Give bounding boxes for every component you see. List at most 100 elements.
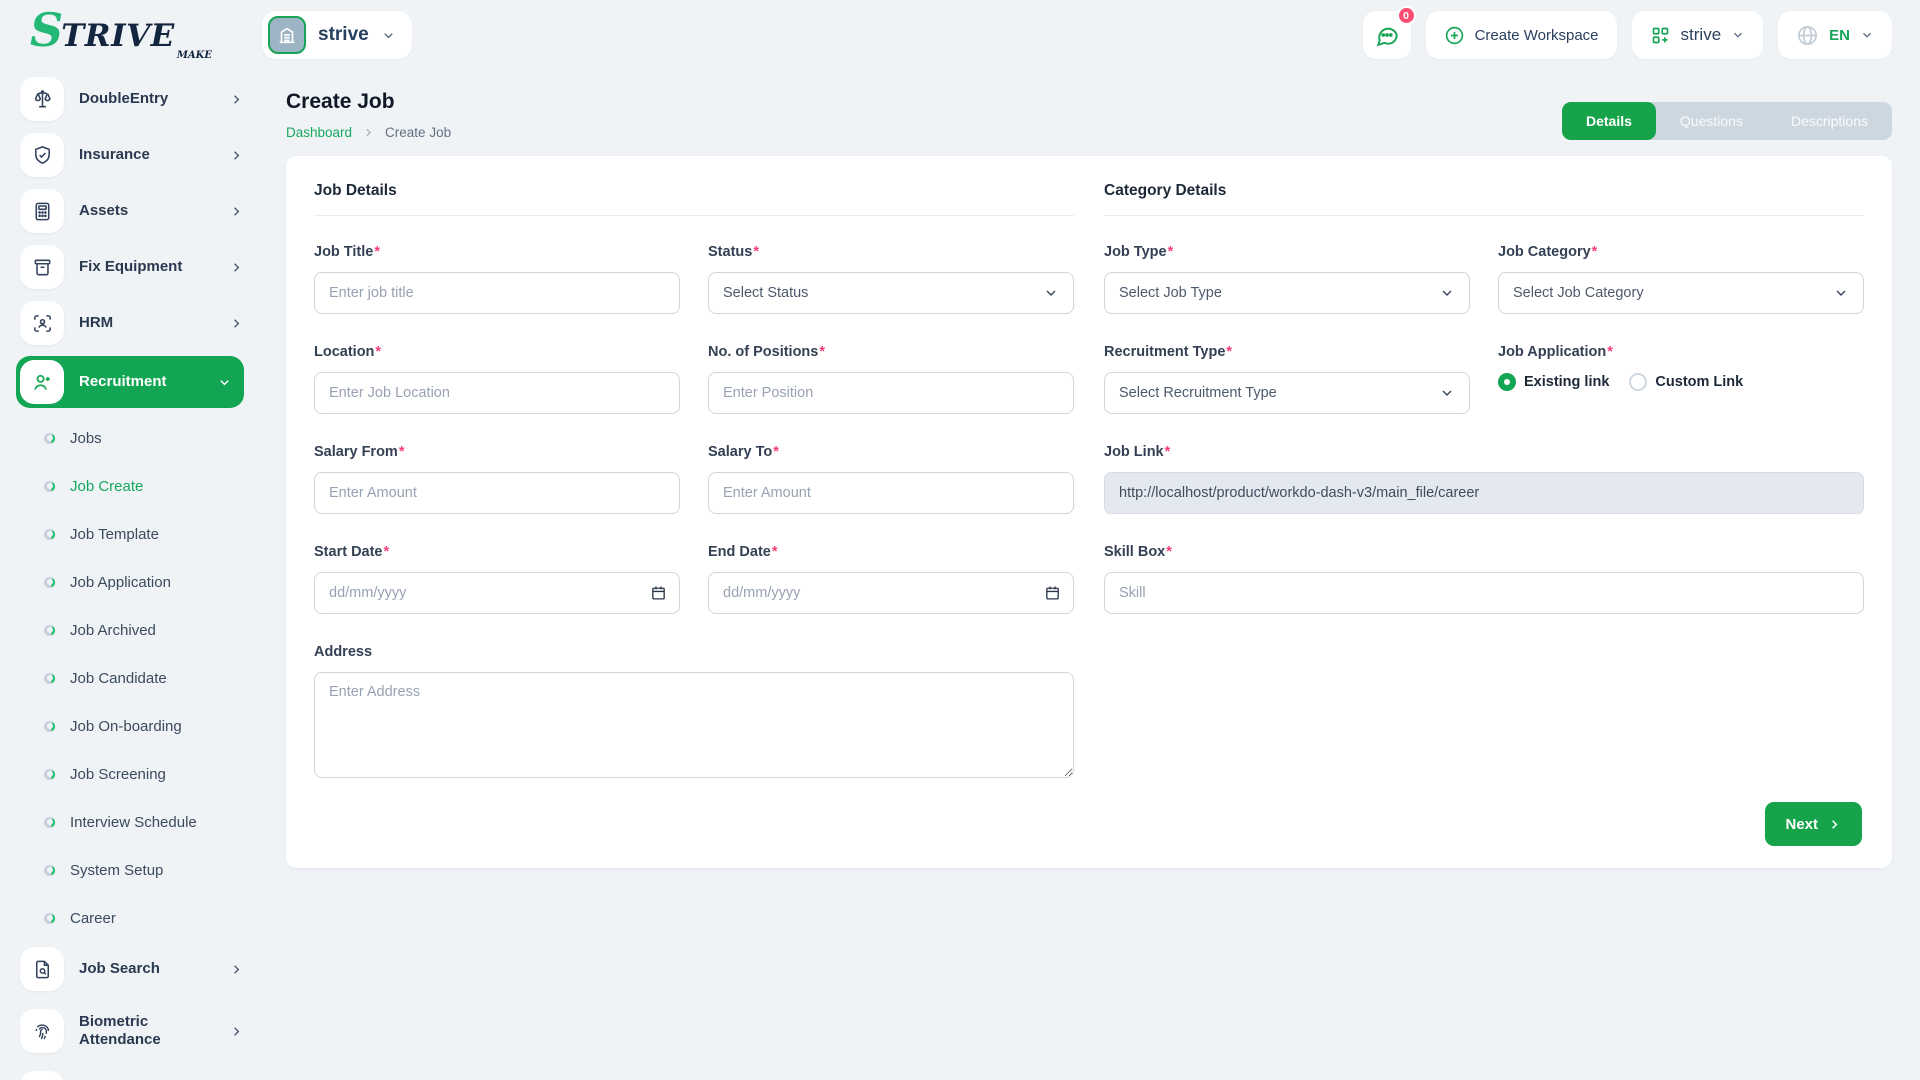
bullet-icon — [44, 721, 55, 732]
job-title-label: Job Title — [314, 244, 373, 260]
sidebar-item-biometric-attendance[interactable]: Biometric Attendance — [20, 1002, 244, 1060]
required-asterisk: * — [1166, 544, 1172, 560]
field-job-link: Job Link* http://localhost/product/workd… — [1104, 444, 1864, 514]
job-link-label: Job Link — [1104, 444, 1164, 460]
sidebar-subitem-career[interactable]: Career — [44, 898, 244, 938]
recruitment-type-select-value: Select Recruitment Type — [1119, 385, 1277, 401]
field-start-date: Start Date* — [314, 544, 680, 614]
field-job-application: Job Application* Existing link Custom Li… — [1498, 344, 1864, 414]
chevron-right-icon — [229, 962, 244, 977]
workspace-menu-button[interactable]: strive — [1632, 11, 1764, 59]
positions-label: No. of Positions — [708, 344, 818, 360]
salary-from-input[interactable] — [314, 472, 680, 514]
grid-plus-icon — [1650, 25, 1671, 46]
field-location: Location* — [314, 344, 680, 414]
archive-box-icon — [20, 245, 64, 289]
field-status: Status* Select Status — [708, 244, 1074, 314]
address-textarea[interactable] — [314, 672, 1074, 778]
step-tabs: Details Questions Descriptions — [1562, 102, 1892, 140]
chevron-down-icon — [1043, 285, 1059, 301]
required-asterisk: * — [375, 344, 381, 360]
create-job-card: Job Details Job Title* Status* Select St… — [286, 156, 1892, 868]
sidebar-item-job-search[interactable]: Job Search — [20, 946, 244, 992]
positions-input[interactable] — [708, 372, 1074, 414]
language-selector[interactable]: EN — [1778, 11, 1892, 59]
sidebar-item-assets[interactable]: Assets — [20, 188, 244, 234]
location-input[interactable] — [314, 372, 680, 414]
bullet-icon — [44, 913, 55, 924]
status-select[interactable]: Select Status — [708, 272, 1074, 314]
tab-descriptions[interactable]: Descriptions — [1767, 102, 1892, 140]
breadcrumb-dashboard-link[interactable]: Dashboard — [286, 125, 352, 140]
chevron-down-icon — [1439, 285, 1455, 301]
tab-details[interactable]: Details — [1562, 102, 1656, 140]
bullet-icon — [44, 433, 55, 444]
skill-box-label: Skill Box — [1104, 544, 1165, 560]
sidebar-item-label: DoubleEntry — [79, 90, 168, 108]
sidebar-subitem-job-application[interactable]: Job Application — [44, 562, 244, 602]
sidebar-subitem-system-setup[interactable]: System Setup — [44, 850, 244, 890]
sidebar-item-recruitment[interactable]: Recruitment — [16, 356, 244, 408]
job-title-input[interactable] — [314, 272, 680, 314]
chevron-right-icon — [229, 1024, 244, 1039]
workspace-selector[interactable]: strive — [262, 11, 412, 59]
top-bar-actions: 0 Create Workspace strive EN — [1363, 11, 1892, 59]
sidebar-subitem-interview-schedule[interactable]: Interview Schedule — [44, 802, 244, 842]
job-type-select[interactable]: Select Job Type — [1104, 272, 1470, 314]
sidebar-subitem-job-onboarding[interactable]: Job On-boarding — [44, 706, 244, 746]
sidebar-item-hrm[interactable]: HRM — [20, 300, 244, 346]
end-date-label: End Date — [708, 544, 771, 560]
required-asterisk: * — [1592, 244, 1598, 260]
sidebar-subitem-job-create[interactable]: Job Create — [44, 466, 244, 506]
sidebar-item-doubleentry[interactable]: DoubleEntry — [20, 76, 244, 122]
job-category-select[interactable]: Select Job Category — [1498, 272, 1864, 314]
breadcrumb-current: Create Job — [385, 125, 451, 140]
brand-logo-subtext: MAKE — [177, 50, 212, 61]
scales-icon — [20, 77, 64, 121]
start-date-input[interactable] — [314, 572, 680, 614]
chevron-right-icon — [362, 126, 375, 139]
bullet-icon — [44, 529, 55, 540]
sidebar-subitem-jobs[interactable]: Jobs — [44, 418, 244, 458]
bullet-icon — [44, 673, 55, 684]
breadcrumb: Dashboard Create Job — [286, 125, 451, 140]
sidebar-subitem-job-archived[interactable]: Job Archived — [44, 610, 244, 650]
chevron-right-icon — [229, 148, 244, 163]
sidebar-item-insurance[interactable]: Insurance — [20, 132, 244, 178]
required-asterisk: * — [1165, 444, 1171, 460]
brand-logo: STRIVE MAKE — [30, 10, 230, 61]
shield-check-icon — [20, 133, 64, 177]
recruitment-type-select[interactable]: Select Recruitment Type — [1104, 372, 1470, 414]
next-button[interactable]: Next — [1765, 802, 1862, 846]
radio-unselected-icon — [1629, 373, 1647, 391]
file-search-icon — [20, 947, 64, 991]
sidebar-item-procurement[interactable]: Procurement — [20, 1070, 244, 1080]
sidebar-item-label: HRM — [79, 314, 113, 332]
field-recruitment-type: Recruitment Type* Select Recruitment Typ… — [1104, 344, 1470, 414]
salary-from-label: Salary From — [314, 444, 398, 460]
existing-link-radio[interactable]: Existing link — [1498, 373, 1609, 391]
radio-selected-icon — [1498, 373, 1516, 391]
create-workspace-button[interactable]: Create Workspace — [1426, 11, 1617, 59]
salary-to-input[interactable] — [708, 472, 1074, 514]
custom-link-radio[interactable]: Custom Link — [1629, 373, 1743, 391]
chevron-down-icon — [381, 28, 396, 43]
create-workspace-label: Create Workspace — [1475, 27, 1599, 44]
tab-questions[interactable]: Questions — [1656, 102, 1767, 140]
calculator-icon — [20, 189, 64, 233]
chevron-right-icon — [1827, 817, 1842, 832]
end-date-input[interactable] — [708, 572, 1074, 614]
skill-input[interactable] — [1104, 572, 1864, 614]
fingerprint-icon — [20, 1009, 64, 1053]
start-date-label: Start Date — [314, 544, 383, 560]
required-asterisk: * — [772, 544, 778, 560]
chevron-down-icon — [1731, 28, 1745, 42]
chat-button[interactable]: 0 — [1363, 11, 1411, 59]
sidebar-subitem-job-screening[interactable]: Job Screening — [44, 754, 244, 794]
field-skill-box: Skill Box* — [1104, 544, 1864, 614]
required-asterisk: * — [1168, 244, 1174, 260]
sidebar-item-fix-equipment[interactable]: Fix Equipment — [20, 244, 244, 290]
sidebar-subitem-job-candidate[interactable]: Job Candidate — [44, 658, 244, 698]
sidebar-subitem-job-template[interactable]: Job Template — [44, 514, 244, 554]
bullet-icon — [44, 769, 55, 780]
